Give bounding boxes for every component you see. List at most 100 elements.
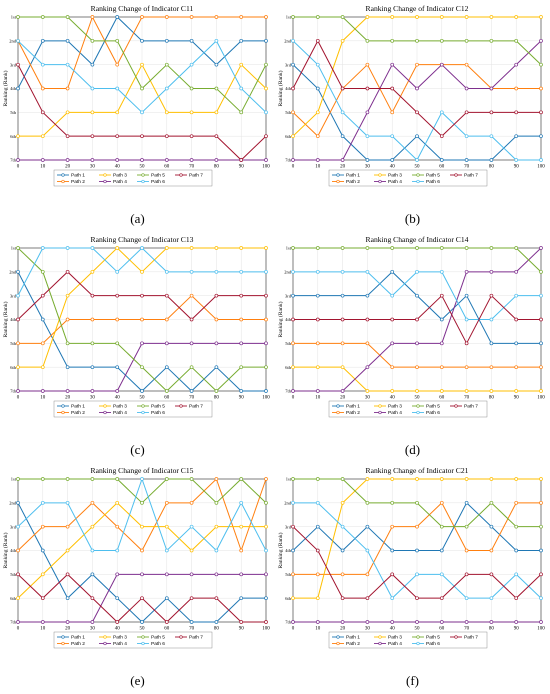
data-point xyxy=(340,572,345,577)
data-point xyxy=(489,86,494,91)
data-point xyxy=(514,596,519,601)
data-point xyxy=(539,620,543,624)
data-point xyxy=(514,524,519,529)
data-point xyxy=(291,317,295,322)
legend-marker xyxy=(103,404,107,408)
data-point xyxy=(40,38,45,43)
data-point xyxy=(115,341,120,346)
data-point xyxy=(439,158,444,162)
legend-box xyxy=(53,400,213,418)
y-tick-label: 1st xyxy=(286,15,292,20)
data-point xyxy=(539,38,543,43)
data-point xyxy=(40,86,45,91)
x-tick-label: 100 xyxy=(262,165,270,170)
data-point xyxy=(340,620,345,624)
data-point xyxy=(16,134,20,139)
data-point xyxy=(539,158,543,162)
y-tick-label: 4th xyxy=(10,86,17,91)
data-point xyxy=(539,86,543,91)
data-point xyxy=(115,389,120,393)
panel-f: Ranking Change of Indicator C21 0 10 20 30 40… xyxy=(275,462,550,693)
data-point xyxy=(514,293,519,298)
data-point xyxy=(65,293,70,298)
data-point xyxy=(415,524,419,529)
data-point xyxy=(140,572,144,577)
x-tick-label: 20 xyxy=(65,396,71,401)
data-point xyxy=(315,548,320,553)
data-point xyxy=(90,317,95,322)
data-point xyxy=(365,246,370,250)
data-point xyxy=(264,500,268,505)
x-tick-label: 20 xyxy=(340,165,346,170)
data-point xyxy=(164,365,169,370)
data-point xyxy=(415,158,419,162)
data-point xyxy=(439,341,444,346)
data-point xyxy=(40,596,45,601)
x-tick-label: 0 xyxy=(17,627,20,632)
data-point xyxy=(514,365,519,370)
data-point xyxy=(315,134,320,139)
data-point xyxy=(390,158,395,162)
data-point xyxy=(291,38,295,43)
data-point xyxy=(140,365,144,370)
data-point xyxy=(365,596,370,601)
data-point xyxy=(415,477,419,481)
data-point xyxy=(189,38,194,43)
legend-label: Path 5 xyxy=(151,173,165,179)
data-point xyxy=(264,269,268,274)
y-tick-label: 7th xyxy=(10,158,17,163)
data-point xyxy=(164,246,169,250)
legend-label: Path 3 xyxy=(388,404,402,410)
data-point xyxy=(90,269,95,274)
data-point xyxy=(164,341,169,346)
y-tick-label: 5th xyxy=(285,572,292,577)
data-point xyxy=(115,62,120,67)
x-tick-label: 30 xyxy=(90,165,96,170)
data-point xyxy=(140,110,144,115)
data-point xyxy=(514,389,519,393)
data-point xyxy=(439,246,444,250)
x-tick-label: 0 xyxy=(292,396,295,401)
data-point xyxy=(439,500,444,505)
panel-e: Ranking Change of Indicator C15 0 10 20 30 40… xyxy=(0,462,275,693)
y-tick-label: 7th xyxy=(10,620,17,625)
x-tick-label: 30 xyxy=(90,627,96,632)
legend-label: Path 6 xyxy=(426,179,440,185)
data-point xyxy=(264,110,268,115)
x-tick-label: 30 xyxy=(90,396,96,401)
x-tick-label: 0 xyxy=(292,165,295,170)
data-point xyxy=(539,293,543,298)
y-tick-label: 5th xyxy=(285,110,292,115)
data-point xyxy=(40,15,45,19)
data-point xyxy=(489,500,494,505)
legend-label: Path 7 xyxy=(464,173,478,179)
data-point xyxy=(539,269,543,274)
data-point xyxy=(264,341,268,346)
panel-d: Ranking Change of Indicator C14 0 10 20 30 40… xyxy=(275,231,550,462)
x-tick-label: 30 xyxy=(365,627,371,632)
data-point xyxy=(315,596,320,601)
data-point xyxy=(291,596,295,601)
data-point xyxy=(140,500,144,505)
data-point xyxy=(291,134,295,139)
data-point xyxy=(464,572,469,577)
data-point xyxy=(115,15,120,19)
data-point xyxy=(239,572,244,577)
data-point xyxy=(340,15,345,19)
data-point xyxy=(189,596,194,601)
x-tick-label: 80 xyxy=(489,165,495,170)
legend-label: Path 1 xyxy=(71,173,85,179)
data-point xyxy=(489,158,494,162)
data-point xyxy=(365,86,370,91)
data-point xyxy=(90,596,95,601)
data-point xyxy=(291,389,295,393)
data-point xyxy=(189,246,194,250)
data-point xyxy=(214,596,219,601)
panel-label: (a) xyxy=(130,211,145,226)
data-point xyxy=(189,86,194,91)
data-point xyxy=(340,158,345,162)
legend-marker xyxy=(416,635,420,639)
data-point xyxy=(415,38,419,43)
data-point xyxy=(489,134,494,139)
data-point xyxy=(239,110,244,115)
